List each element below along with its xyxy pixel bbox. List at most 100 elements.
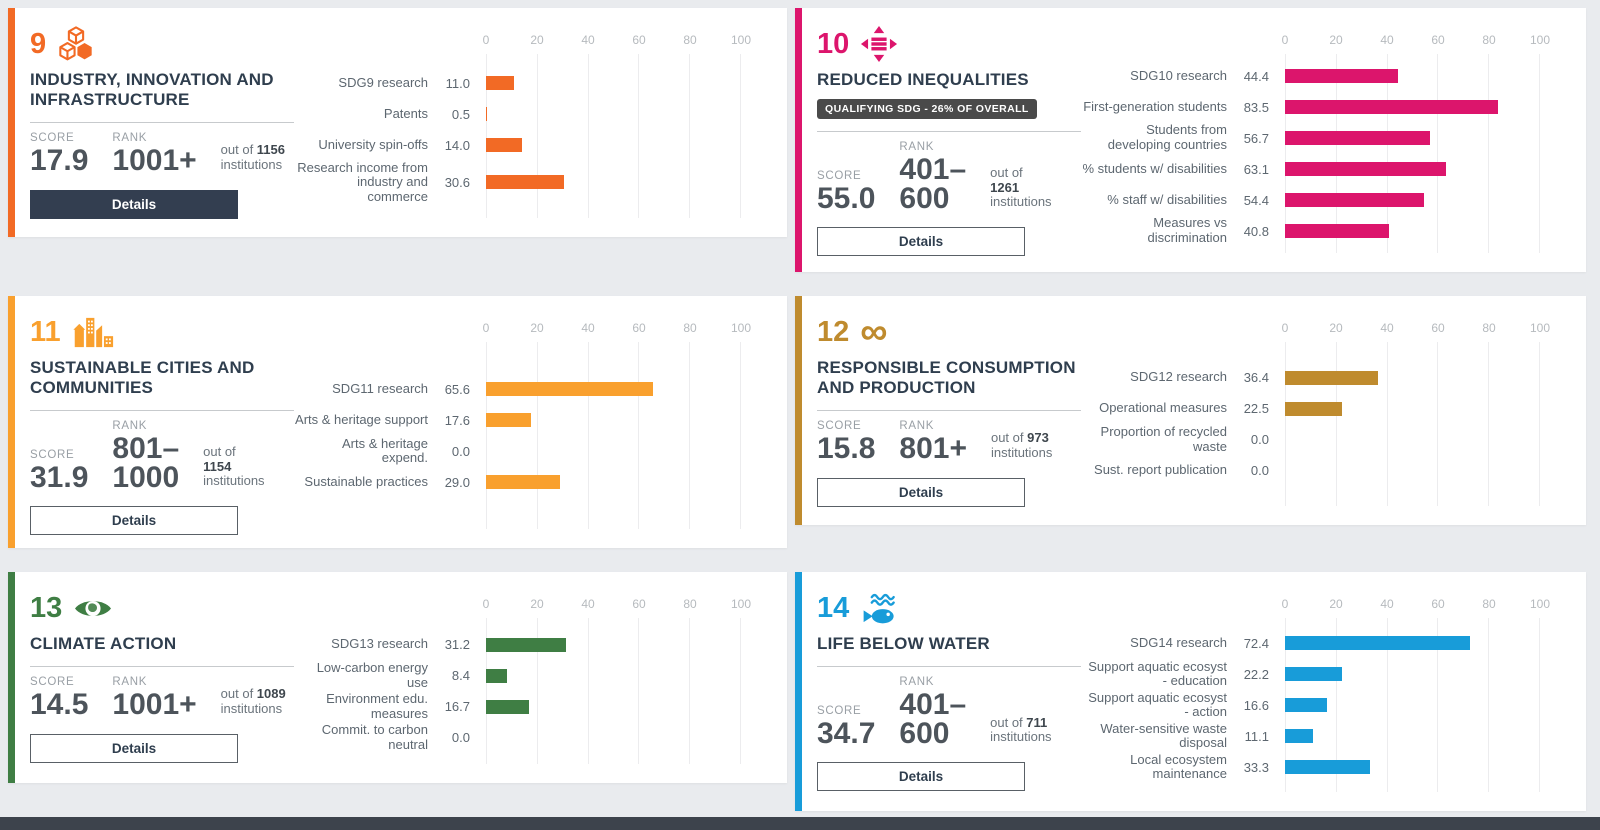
- details-button[interactable]: Details: [30, 506, 238, 536]
- axis-tick: 20: [530, 33, 544, 47]
- divider: [30, 666, 294, 668]
- bar-value: 22.5: [1243, 401, 1269, 416]
- bar-value: 72.4: [1243, 635, 1269, 651]
- rank-label: RANK: [899, 420, 935, 433]
- metrics-row: SCORE 34.7 RANK 401– 600 out of 711 instituti…: [817, 676, 1081, 748]
- bar: [1285, 667, 1342, 682]
- axis-tick: 100: [1529, 321, 1551, 335]
- bar-track: [1285, 162, 1540, 176]
- details-button[interactable]: Details: [817, 227, 1025, 257]
- bar-row: Students from developing countries 56.7: [1081, 123, 1570, 154]
- x-axis: 0 20 40 60 80 100: [1282, 33, 1550, 47]
- details-button[interactable]: Details: [817, 477, 1025, 507]
- card-header: 10: [817, 23, 1081, 65]
- bar-row: Measures vs discrimination 40.8: [1081, 216, 1570, 247]
- card-title: INDUSTRY, INNOVATION AND INFRASTRUCTURE: [30, 70, 274, 110]
- out-of-institutions: out of 973 institutions: [990, 430, 1053, 460]
- bar: [1285, 729, 1314, 744]
- bar-value: 83.5: [1243, 99, 1269, 115]
- institutions-label: institutions: [203, 473, 265, 489]
- bar-row: Patents 0.5: [294, 99, 771, 130]
- bar-row: % staff w/ disabilities 54.4: [1081, 185, 1570, 216]
- card-header: 13: [30, 587, 294, 629]
- card-title: REDUCED INEQUALITIES: [817, 70, 1029, 89]
- bar-track: [1285, 729, 1540, 744]
- card-info: 12 ∞ RESPONSIBLE CONSUMPTION AND PRODUCTIO…: [817, 309, 1081, 512]
- bar-row: University spin-offs 14.0: [294, 130, 771, 161]
- bar: [486, 699, 529, 714]
- gridlines: [1285, 342, 1540, 506]
- details-button[interactable]: Details: [30, 189, 238, 219]
- bar-track: [486, 731, 741, 745]
- bar-track: [486, 138, 741, 153]
- axis-tick: 20: [1329, 321, 1343, 335]
- bar: [1285, 100, 1498, 114]
- sdg-14-card: 14 LIFE BELOW WATER SCORE 34.7 RANK 401– 600…: [795, 572, 1586, 812]
- bar-label: Patents: [383, 105, 428, 121]
- out-of-institutions: out of 1089 institutions: [220, 686, 286, 716]
- card-info: 10 REDUCED INEQUALITIES QUALIFYING SDG - …: [817, 21, 1081, 259]
- rank-metric: RANK 801– 1000: [112, 420, 179, 492]
- bar-label: Support aquatic ecosyst - education: [1088, 658, 1227, 689]
- score-metric: SCORE 14.5: [30, 676, 88, 720]
- bar-label: Proportion of recycled waste: [1100, 423, 1227, 454]
- bar-track: [486, 475, 741, 490]
- bar-track: [1285, 370, 1540, 385]
- sdg-10-card: 10 REDUCED INEQUALITIES QUALIFYING SDG - …: [795, 8, 1586, 272]
- score-label: SCORE: [817, 420, 862, 433]
- sdg-number: 14: [817, 591, 850, 624]
- bar-row: Research income from industry and commer…: [294, 160, 771, 205]
- bar-value: 31.2: [444, 637, 470, 653]
- bar: [486, 668, 508, 683]
- bar: [1285, 193, 1424, 207]
- bar-row: SDG9 research 11.0: [294, 68, 771, 99]
- bar-label: Sust. report publication: [1094, 462, 1227, 478]
- details-button[interactable]: Details: [30, 733, 238, 763]
- out-of-total: 711: [1026, 714, 1048, 730]
- axis-tick: 0: [482, 33, 490, 47]
- bar-label: Operational measures: [1099, 400, 1227, 416]
- bar: [1285, 401, 1343, 416]
- axis-tick: 80: [1482, 33, 1496, 47]
- bar-label: Support aquatic ecosyst - action: [1088, 689, 1227, 720]
- bar-row: Proportion of recycled waste 0.0: [1081, 424, 1570, 455]
- card-title: SUSTAINABLE CITIES AND COMMUNITIES: [30, 358, 255, 398]
- bar-value: 0.0: [1250, 463, 1269, 478]
- axis-tick: 100: [1529, 597, 1551, 612]
- bar-label: Students from developing countries: [1107, 122, 1227, 152]
- out-of-total: 1089: [256, 686, 286, 702]
- bar-value: 11.0: [445, 75, 470, 91]
- card-info: 13 CLIMATE ACTION SCORE 14.5 RANK 1001+ out o…: [30, 585, 294, 770]
- out-of-institutions: out of 1154 institutions: [203, 444, 265, 489]
- bar-row: SDG12 research 36.4: [1081, 362, 1570, 393]
- gridlines: [486, 342, 741, 530]
- bar-label: SDG10 research: [1130, 67, 1227, 83]
- bar-label: % staff w/ disabilities: [1107, 191, 1227, 207]
- bar-row: Sustainable practices 29.0: [294, 467, 771, 498]
- rank-label: RANK: [112, 420, 148, 433]
- metrics-row: SCORE 17.9 RANK 1001+ out of 1156 institution…: [30, 132, 294, 176]
- bar-row: Low-carbon energy use 8.4: [294, 660, 771, 691]
- bar-track: [486, 107, 741, 122]
- axis-tick: 60: [632, 597, 646, 612]
- details-button[interactable]: Details: [817, 762, 1025, 792]
- axis-tick: 20: [1329, 597, 1343, 612]
- bar-track: [1285, 100, 1540, 114]
- divider: [30, 410, 294, 412]
- axis-tick: 80: [683, 33, 697, 47]
- bar: [486, 637, 566, 652]
- bar-track: [486, 444, 741, 458]
- bar-label: Arts & heritage expend.: [342, 435, 428, 466]
- axis-tick: 80: [1482, 321, 1496, 335]
- divider: [817, 131, 1081, 133]
- sdg-11-card: 11 SUSTAINABLE CITIES AND COMMUNITIES SCO…: [8, 296, 787, 549]
- bar: [1285, 162, 1446, 176]
- bar-track: [486, 175, 741, 190]
- card-info: 11 SUSTAINABLE CITIES AND COMMUNITIES SCO…: [30, 309, 294, 536]
- bar-label: SDG13 research: [331, 636, 428, 652]
- bar-row: Environment edu. measures 16.7: [294, 691, 771, 722]
- bar-rows: SDG12 research 36.4 Operational measures 22…: [1081, 342, 1570, 506]
- bar: [486, 138, 522, 153]
- bar-value: 17.6: [444, 412, 470, 428]
- sdg-number: 9: [30, 27, 47, 60]
